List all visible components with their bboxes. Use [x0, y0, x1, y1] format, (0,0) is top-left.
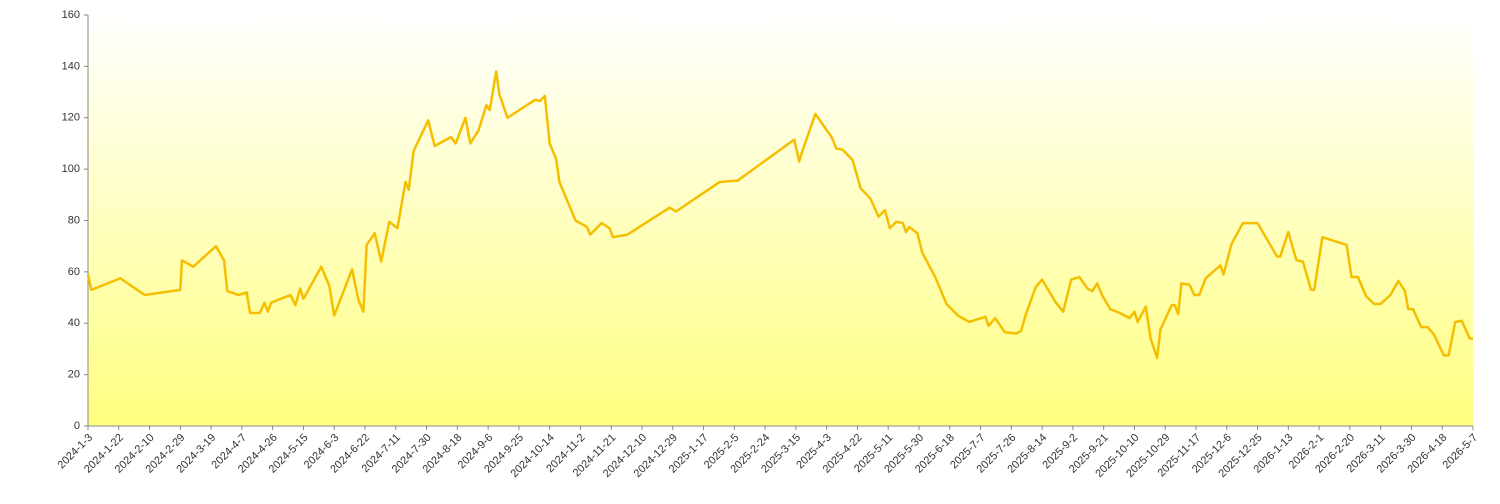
y-tick-label: 80 [68, 214, 80, 226]
plot-area [88, 15, 1473, 426]
y-tick-label: 120 [62, 112, 80, 124]
y-tick-label: 160 [62, 9, 80, 21]
data-line [86, 70, 1473, 360]
y-tick-label: 20 [68, 369, 80, 381]
y-tick-label: 60 [68, 266, 80, 278]
y-tick-label: 40 [68, 317, 80, 329]
y-tick-label: 0 [74, 420, 80, 432]
y-tick-label: 140 [62, 60, 80, 72]
y-tick-label: 100 [62, 163, 80, 175]
